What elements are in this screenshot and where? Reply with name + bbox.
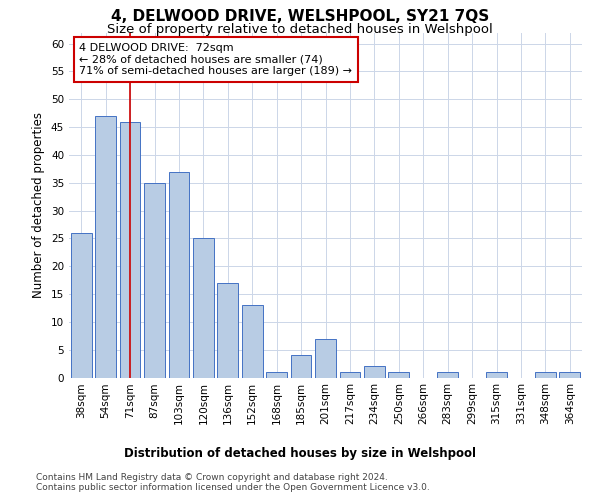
Bar — [266, 372, 287, 378]
Bar — [388, 372, 409, 378]
Bar — [437, 372, 458, 378]
Text: 4 DELWOOD DRIVE:  72sqm
← 28% of detached houses are smaller (74)
71% of semi-de: 4 DELWOOD DRIVE: 72sqm ← 28% of detached… — [79, 43, 352, 76]
Text: Contains HM Land Registry data © Crown copyright and database right 2024.: Contains HM Land Registry data © Crown c… — [36, 472, 388, 482]
Bar — [169, 172, 190, 378]
Y-axis label: Number of detached properties: Number of detached properties — [32, 112, 46, 298]
Bar — [559, 372, 580, 378]
Bar — [217, 283, 238, 378]
Bar — [71, 233, 92, 378]
Text: Size of property relative to detached houses in Welshpool: Size of property relative to detached ho… — [107, 22, 493, 36]
Bar — [535, 372, 556, 378]
Bar — [364, 366, 385, 378]
Bar — [119, 122, 140, 378]
Bar — [95, 116, 116, 378]
Bar — [193, 238, 214, 378]
Text: Distribution of detached houses by size in Welshpool: Distribution of detached houses by size … — [124, 448, 476, 460]
Bar — [315, 338, 336, 378]
Bar — [242, 305, 263, 378]
Bar — [144, 182, 165, 378]
Text: 4, DELWOOD DRIVE, WELSHPOOL, SY21 7QS: 4, DELWOOD DRIVE, WELSHPOOL, SY21 7QS — [111, 9, 489, 24]
Bar — [340, 372, 361, 378]
Text: Contains public sector information licensed under the Open Government Licence v3: Contains public sector information licen… — [36, 484, 430, 492]
Bar — [290, 355, 311, 378]
Bar — [486, 372, 507, 378]
